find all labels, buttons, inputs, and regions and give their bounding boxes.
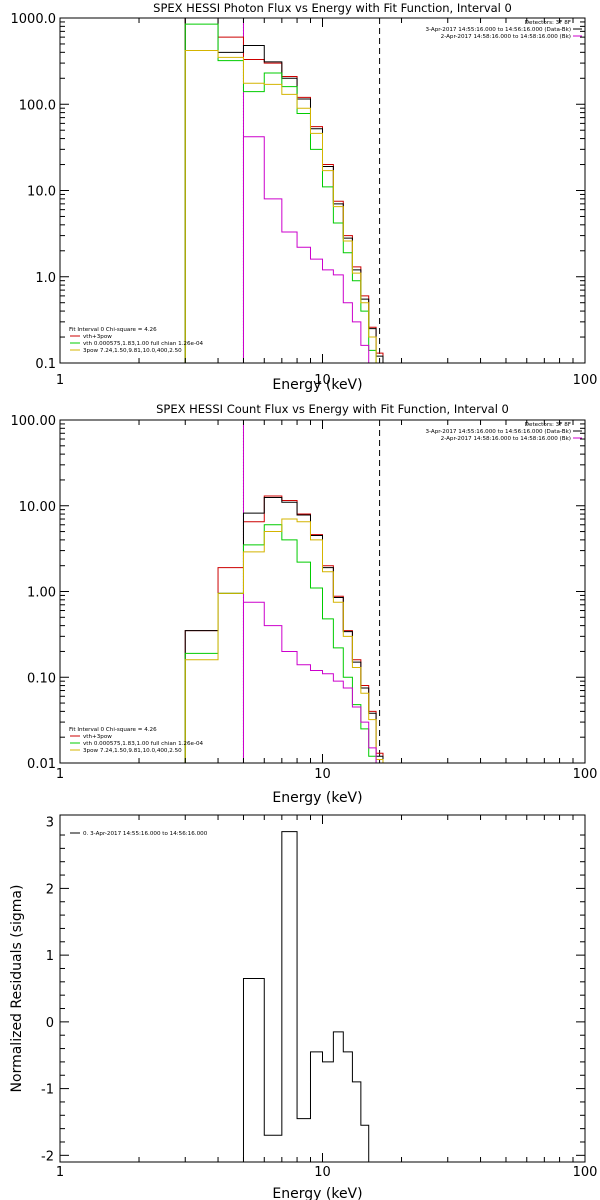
y-tick-label-2-2: 0 [46,1016,54,1031]
y-tick-label-0-2: 10.0 [27,185,56,200]
x-tick-label-2-1: 10 [314,1165,331,1180]
y-tick-label-2-0: -2 [41,1149,54,1164]
x-tick-label-1-2: 100 [573,767,598,782]
y-tick-label-2-4: 2 [46,882,54,897]
x-tick-label-1-0: 1 [56,767,64,782]
series-line-2-0 [242,831,370,1162]
plot-area-2 [242,831,370,1162]
x-tick-label-0-2: 100 [573,373,598,388]
x-axis-label-2: Energy (keV) [272,1186,362,1200]
y-tick-label-0-4: 1000.0 [11,12,57,27]
y-axis-label-2: Normalized Residuals (sigma) [9,885,25,1093]
x-tick-label-2-0: 1 [56,1165,64,1180]
detector-annotation-0-2: 2-Apr-2017 14:58:16.000 to 14:58:16.000 … [441,34,571,40]
x-tick-label-0-1: 10 [314,373,331,388]
y-tick-label-1-3: 10.00 [19,500,56,515]
plot-frame-0 [59,17,586,364]
legend-entry-0-1: vth+3pow [83,334,112,340]
detector-annotation-1-1: 3-Apr-2017 14:55:16.000 to 14:56:16.000 … [425,429,571,435]
x-axis-label-1: Energy (keV) [272,790,362,806]
plot-area-0 [184,18,390,363]
x-tick-label-0-0: 1 [56,373,64,388]
series-line-0-0 [184,18,390,363]
detector-annotation-0-0: Detectors: 3F 8F [525,20,571,26]
plot-frame-2 [59,814,586,1163]
y-tick-label-2-3: 1 [46,949,54,964]
series-line-1-0 [184,495,390,763]
y-tick-label-2-1: -1 [41,1083,54,1098]
y-tick-label-0-3: 100.0 [19,98,56,113]
y-tick-label-2-5: 3 [46,816,54,831]
y-tick-label-1-4: 100.00 [11,414,57,429]
legend-entry-1-3: 3pow 7.24,1.50,9.81,10.0,400,2.50 [83,748,182,754]
series-line-0-1 [184,18,390,363]
chart-panel-1: 1 10 100 0.01 0.10 1.00 10.00 100.00 SPEX HESSI … [11,402,598,806]
y-tick-label-0-1: 1.0 [35,271,56,286]
legend-entry-0-0: Fit Interval 0 Chi-square = 4.26 [69,327,157,333]
series-line-1-2 [184,524,390,763]
y-tick-label-1-1: 0.10 [27,671,56,686]
series-line-0-4 [242,136,390,363]
series-line-1-4 [242,601,390,763]
chart-title-0: SPEX HESSI Photon Flux vs Energy with Fi… [153,1,512,15]
plot-area-1 [184,420,390,763]
series-line-0-3 [184,49,390,363]
y-tick-label-1-0: 0.01 [27,757,56,772]
legend-entry-0-2: vth 0.000575,1.83,1.00 full chian 1.26e-… [83,341,204,347]
legend-entry-2-0: 0. 3-Apr-2017 14:55:16.000 to 14:56:16.0… [83,831,208,837]
legend-entry-1-0: Fit Interval 0 Chi-square = 4.26 [69,727,157,733]
y-tick-label-1-2: 1.00 [27,586,56,601]
legend-entry-1-1: vth+3pow [83,734,112,740]
detector-annotation-1-2: 2-Apr-2017 14:58:16.000 to 14:58:16.000 … [441,436,571,442]
legend-entry-0-3: 3pow 7.24,1.50,9.81,10.0,400,2.50 [83,348,182,354]
series-line-1-1 [184,496,390,763]
series-line-1-3 [184,518,390,763]
detector-annotation-1-0: Detectors: 3F 8F [525,422,571,428]
x-axis-label-0: Energy (keV) [272,377,362,393]
chart-title-1: SPEX HESSI Count Flux vs Energy with Fit… [156,402,509,416]
x-tick-label-1-1: 10 [314,767,331,782]
series-line-0-2 [184,23,390,363]
detector-annotation-0-1: 3-Apr-2017 14:55:16.000 to 14:56:16.000 … [425,27,571,33]
x-tick-label-2-2: 100 [573,1165,598,1180]
chart-panel-2: 1 10 100 -2 -1 0 1 2 3 Energy (keV) Normalized Res… [9,814,598,1200]
y-tick-label-0-0: 0.1 [35,357,56,372]
legend-entry-1-2: vth 0.000575,1.83,1.00 full chian 1.26e-… [83,741,204,747]
chart-panel-0: 1 10 100 0.1 1.0 10.0 100.0 1000.0 SPEX HESSI Ph… [11,1,598,393]
